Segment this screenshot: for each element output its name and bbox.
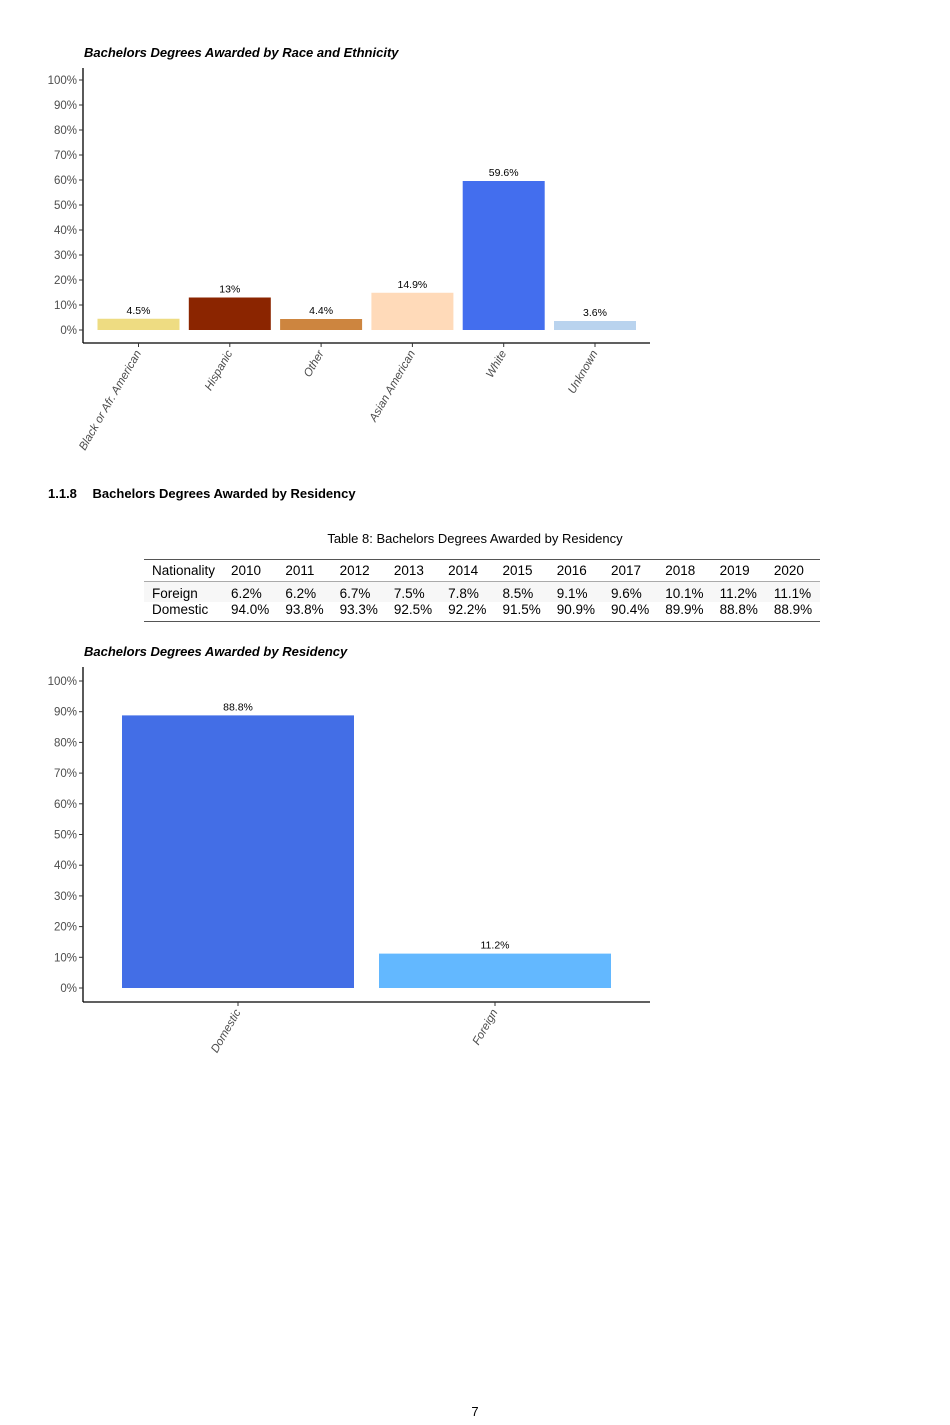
table-cell: 89.9% xyxy=(657,602,712,622)
table-cell: 88.9% xyxy=(765,602,821,622)
column-header: 2018 xyxy=(657,559,712,582)
column-header: 2010 xyxy=(223,559,278,582)
chart-title-race: Bachelors Degrees Awarded by Race and Et… xyxy=(84,45,399,60)
y-tick-label: 70% xyxy=(54,150,77,162)
y-tick-label: 0% xyxy=(60,325,77,337)
y-tick-label: 40% xyxy=(54,225,77,237)
y-tick-label: 80% xyxy=(54,737,77,749)
bar xyxy=(371,292,454,330)
table-cell: 88.8% xyxy=(711,602,766,622)
table-row: Foreign 6.2% 6.2% 6.7% 7.5% 7.8% 8.5% 9.1% 9.6% 1… xyxy=(144,581,821,602)
section-title: Bachelors Degrees Awarded by Residency xyxy=(92,486,356,501)
column-header: 2012 xyxy=(331,559,386,582)
y-tick-label: 90% xyxy=(54,100,77,112)
table-cell: Foreign xyxy=(144,581,224,602)
bar xyxy=(97,318,180,330)
y-tick-label: 60% xyxy=(54,799,77,811)
column-header: Nationality xyxy=(144,559,224,582)
table-cell: 6.2% xyxy=(223,581,278,602)
column-header: 2015 xyxy=(494,559,549,582)
table-cell: 93.8% xyxy=(277,602,332,622)
table-cell: 8.5% xyxy=(494,581,549,602)
y-tick-label: 60% xyxy=(54,175,77,187)
section-number: 1.1.8 xyxy=(48,486,77,501)
race-ethnicity-bar-chart: 0%10%20%30%40%50%60%70%80%90%100%4.5%Bla… xyxy=(48,68,650,452)
y-tick-label: 20% xyxy=(54,922,77,934)
data-label: 13% xyxy=(219,284,240,296)
y-tick-label: 30% xyxy=(54,891,77,903)
table-header-row: Nationality 2010 2011 2012 2013 2014 2015 2016 2… xyxy=(144,559,821,582)
table-cell: 93.3% xyxy=(331,602,386,622)
data-label: 88.8% xyxy=(223,701,253,713)
y-tick-label: 10% xyxy=(54,300,77,312)
y-tick-label: 10% xyxy=(54,952,77,964)
y-tick-label: 40% xyxy=(54,860,77,872)
bar xyxy=(280,319,363,330)
table-row: Domestic 94.0% 93.8% 93.3% 92.5% 92.2% 91.5% 90… xyxy=(144,602,821,622)
column-header: 2013 xyxy=(385,559,441,582)
table-cell: 11.1% xyxy=(765,581,821,602)
column-header: 2011 xyxy=(277,559,332,582)
column-header: 2019 xyxy=(711,559,766,582)
table-cell: 92.2% xyxy=(440,602,495,622)
column-header: 2020 xyxy=(765,559,821,582)
y-tick-label: 50% xyxy=(54,830,77,842)
data-label: 59.6% xyxy=(489,167,519,179)
table-caption: Table 8: Bachelors Degrees Awarded by Re… xyxy=(327,531,623,546)
y-tick-label: 90% xyxy=(54,707,77,719)
table-cell: 94.0% xyxy=(223,602,278,622)
y-tick-label: 100% xyxy=(48,75,77,87)
x-tick-label: Domestic xyxy=(209,1007,243,1055)
y-tick-label: 100% xyxy=(48,676,77,688)
table-cell: 90.4% xyxy=(603,602,658,622)
y-tick-label: 0% xyxy=(60,983,77,995)
y-tick-label: 50% xyxy=(54,200,77,212)
table-cell: 6.2% xyxy=(277,581,332,602)
section-heading: 1.1.8 Bachelors Degrees Awarded by Resid… xyxy=(48,486,356,501)
data-label: 3.6% xyxy=(583,307,607,319)
data-label: 14.9% xyxy=(398,279,428,291)
table-cell: 11.2% xyxy=(711,581,766,602)
table-cell: 7.8% xyxy=(440,581,495,602)
bar xyxy=(122,715,354,988)
x-tick-label: Foreign xyxy=(471,1008,501,1048)
page-number: 7 xyxy=(471,1404,479,1419)
data-label: 4.4% xyxy=(309,305,333,317)
data-label: 11.2% xyxy=(481,940,510,952)
y-tick-label: 80% xyxy=(54,125,77,137)
y-tick-label: 30% xyxy=(54,250,77,262)
table-cell: 6.7% xyxy=(331,581,386,602)
y-tick-label: 70% xyxy=(54,768,77,780)
data-label: 4.5% xyxy=(127,305,151,317)
column-header: 2016 xyxy=(548,559,603,582)
table-cell: 90.9% xyxy=(548,602,603,622)
bar xyxy=(379,953,611,988)
bar xyxy=(554,321,636,330)
residency-table: Nationality 2010 2011 2012 2013 2014 2015 2016 2… xyxy=(144,559,821,622)
table-cell: 9.1% xyxy=(548,581,603,602)
residency-bar-chart: 0% 10% 20% 30% 40% 50% 60% 70% 80% 90% 100% 88.8% Do… xyxy=(48,667,650,1055)
table-cell: 9.6% xyxy=(603,581,658,602)
table-cell: 92.5% xyxy=(385,602,441,622)
y-tick-label: 20% xyxy=(54,275,77,287)
table-cell: Domestic xyxy=(144,602,224,622)
bar xyxy=(188,297,271,330)
table-cell: 10.1% xyxy=(657,581,712,602)
bar xyxy=(462,181,545,330)
table-cell: 91.5% xyxy=(494,602,549,622)
column-header: 2017 xyxy=(603,559,658,582)
column-header: 2014 xyxy=(440,559,495,582)
table-cell: 7.5% xyxy=(385,581,441,602)
chart-title-residency: Bachelors Degrees Awarded by Residency xyxy=(84,644,348,659)
